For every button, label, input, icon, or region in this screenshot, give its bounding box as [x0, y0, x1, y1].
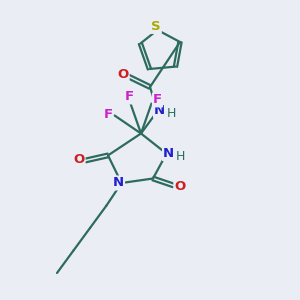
Text: O: O: [73, 153, 85, 167]
Text: F: F: [153, 93, 162, 106]
Text: H: H: [176, 150, 186, 163]
Text: O: O: [117, 68, 129, 81]
Text: O: O: [174, 179, 186, 193]
Text: S: S: [151, 20, 161, 33]
Text: F: F: [124, 90, 134, 104]
Text: H: H: [167, 107, 177, 120]
Text: F: F: [103, 107, 112, 121]
Text: N: N: [113, 176, 124, 190]
Text: N: N: [163, 147, 174, 160]
Text: N: N: [154, 104, 165, 118]
